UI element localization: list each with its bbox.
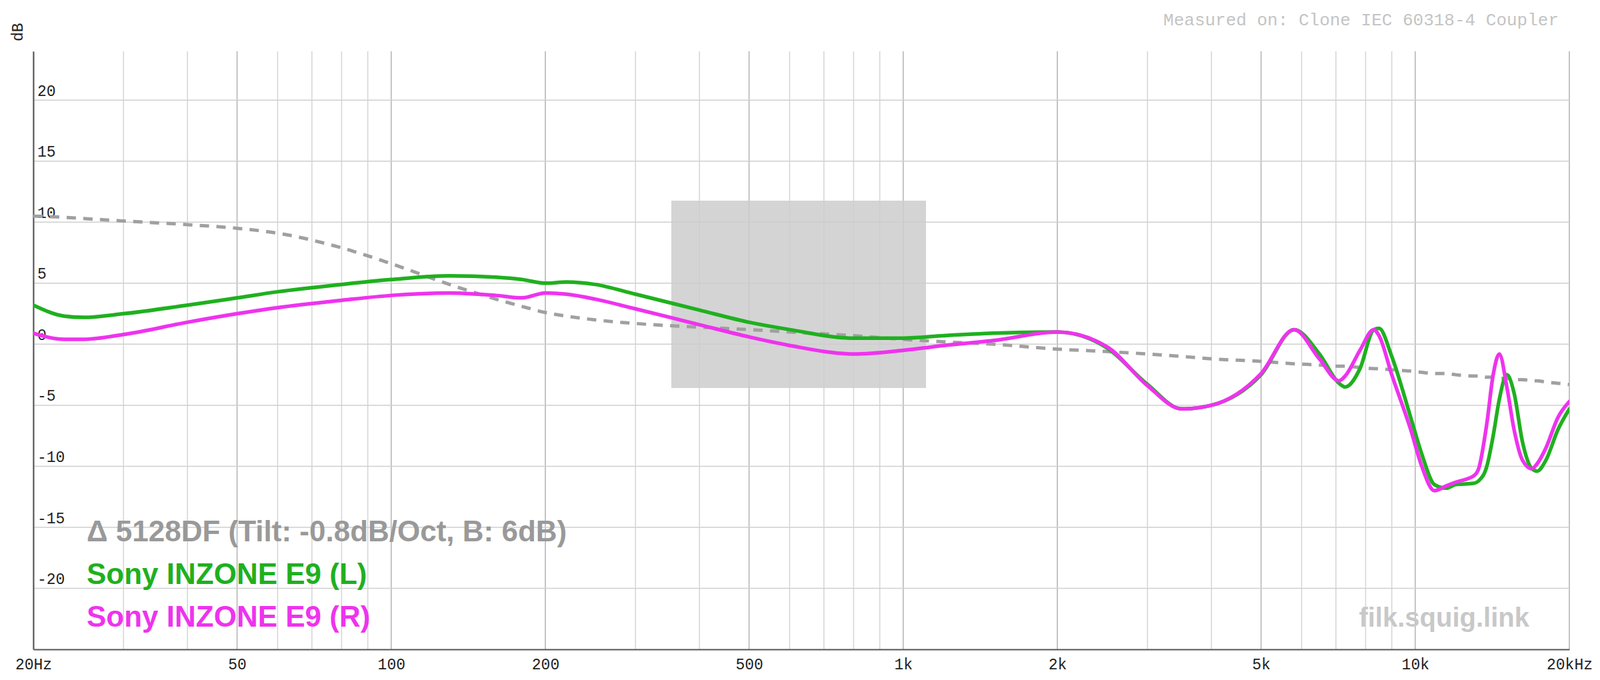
y-tick-label: 20 xyxy=(37,83,56,101)
measurement-note: Measured on: Clone IEC 60318-4 Coupler xyxy=(1163,10,1559,31)
y-tick-label: 10 xyxy=(37,205,56,223)
y-tick-label: -10 xyxy=(37,449,65,467)
x-tick: 20Hz xyxy=(15,649,52,674)
x-tick: 5k xyxy=(1252,649,1271,674)
x-tick: 50 xyxy=(228,649,247,674)
x-tick: 500 xyxy=(735,649,763,674)
lines xyxy=(33,216,1570,491)
x-grid-line xyxy=(32,51,34,650)
y-grid-line xyxy=(33,99,1570,101)
x-grid-line xyxy=(1260,51,1262,650)
y-tick: 15 xyxy=(33,144,56,162)
x-tick: 2k xyxy=(1048,649,1068,674)
y-grid-line xyxy=(33,160,1570,162)
y-tick-label: 5 xyxy=(37,266,47,284)
x-tick-label: 1k xyxy=(894,656,914,674)
minor-grid-line xyxy=(1210,51,1212,650)
x-tick: 20kHz xyxy=(1546,649,1593,674)
x-tick-label: 5k xyxy=(1252,656,1271,674)
y-grid-line xyxy=(33,466,1570,468)
minor-grid-line xyxy=(1301,51,1303,650)
x-grid-line xyxy=(390,51,392,650)
y-axis: 20151050-5-10-15-20 xyxy=(33,52,65,650)
x-grid-line xyxy=(1568,51,1570,650)
x-grid-line xyxy=(544,51,546,650)
chart: 20Hz 50 100 200 500 1k 2k 5k 10k 20kHz 20 15 10 50 -5 -… xyxy=(0,0,1600,680)
minor-grid-line xyxy=(367,51,369,650)
y-tick: -15 xyxy=(33,510,65,528)
x-tick-label: 2k xyxy=(1048,656,1068,674)
x-tick-label: 50 xyxy=(228,656,247,674)
x-grid-line xyxy=(1414,51,1416,650)
y-tick: -20 xyxy=(33,571,65,589)
minor-grid-line xyxy=(634,51,636,650)
y-tick: 20 xyxy=(33,83,56,101)
y-tick: -5 xyxy=(33,388,56,406)
x-tick-label: 20Hz xyxy=(15,656,52,674)
x-tick-label: 20kHz xyxy=(1546,656,1593,674)
y-axis-line xyxy=(33,52,35,650)
x-axis: 20Hz 50 100 200 500 1k 2k 5k 10k 20kHz xyxy=(15,649,1593,674)
y-tick-label: -5 xyxy=(37,388,56,406)
x-tick-label: 10k xyxy=(1402,656,1430,674)
minor-grid-line xyxy=(1146,51,1148,650)
y-grid-line xyxy=(33,404,1570,406)
series-line xyxy=(33,216,1570,385)
y-tick-label: -15 xyxy=(37,510,65,528)
y-tick: -10 xyxy=(33,449,65,467)
watermark: filk.squig.link xyxy=(1358,602,1530,632)
grid xyxy=(33,51,1570,650)
product-image xyxy=(671,200,926,388)
legend-entry: Sony INZONE E9 (L) xyxy=(86,557,367,590)
y-tick: 10 xyxy=(33,205,56,223)
x-tick: 10k xyxy=(1402,649,1430,674)
x-tick: 100 xyxy=(378,649,406,674)
legend: Δ 5128DF (Tilt: -0.8dB/Oct, B: 6dB) Sony … xyxy=(86,514,567,633)
y-axis-title: dB xyxy=(10,22,28,42)
x-tick: 200 xyxy=(532,649,560,674)
x-tick-label: 100 xyxy=(378,656,406,674)
series-line xyxy=(33,292,1570,491)
legend-entry: Sony INZONE E9 (R) xyxy=(86,600,370,633)
y-tick-label: -20 xyxy=(37,571,65,589)
minor-grid-line xyxy=(1335,51,1337,650)
y-tick: 5 xyxy=(33,266,47,284)
legend-entry: Δ 5128DF (Tilt: -0.8dB/Oct, B: 6dB) xyxy=(86,514,567,548)
x-axis-line xyxy=(34,649,1570,651)
x-tick-label: 200 xyxy=(532,656,560,674)
y-tick-label: 15 xyxy=(37,144,56,162)
x-tick-label: 500 xyxy=(735,656,763,674)
x-tick: 1k xyxy=(894,649,914,674)
